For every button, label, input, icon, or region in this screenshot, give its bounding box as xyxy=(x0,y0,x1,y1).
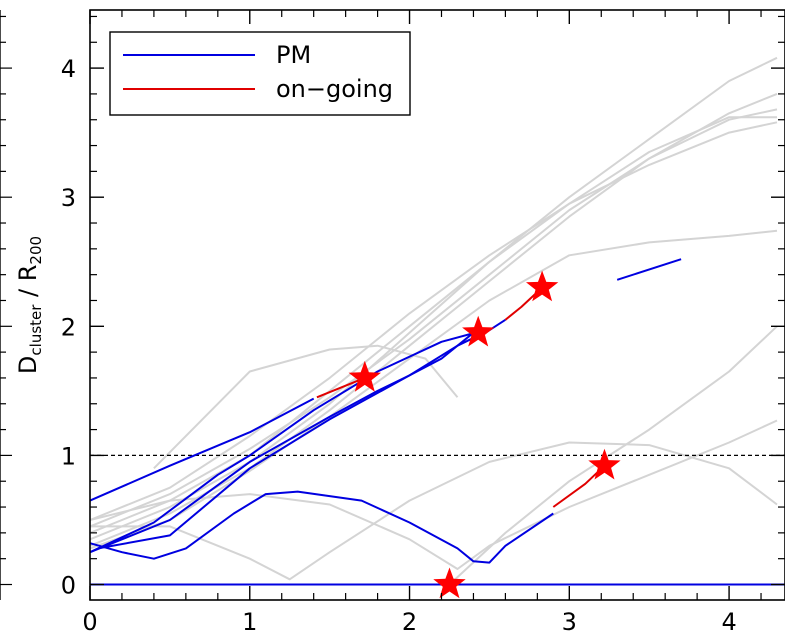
y-label-main: D xyxy=(14,356,42,374)
legend: PM on−going xyxy=(109,31,411,116)
background-track-0 xyxy=(89,92,778,528)
star-marker-3 xyxy=(588,448,621,480)
x-tick-label-3: 3 xyxy=(562,608,577,634)
star-marker-0 xyxy=(348,360,381,392)
y-tick-label-3: 3 xyxy=(61,184,76,212)
y-axis: 0 1 2 3 4 xyxy=(61,15,785,600)
y-label-denominator: R xyxy=(14,265,42,282)
pm-track-6 xyxy=(616,258,682,281)
background-track-4 xyxy=(89,116,777,534)
background-track-3 xyxy=(89,121,778,521)
x-tick-label-4: 4 xyxy=(721,608,736,634)
background-tracks xyxy=(89,56,778,586)
y-tick-label-4: 4 xyxy=(61,55,76,83)
star-marker-2 xyxy=(526,270,559,302)
y-tick-label-2: 2 xyxy=(61,313,76,341)
ongoing-track-0 xyxy=(316,376,366,399)
background-track-7 xyxy=(89,419,778,570)
x-axis: 0 1 2 3 4 xyxy=(82,10,762,634)
plot-frame xyxy=(89,9,785,601)
pm-track-1 xyxy=(89,332,475,554)
background-track-1 xyxy=(89,56,778,541)
x-tick-label-0: 0 xyxy=(82,608,97,634)
pm-track-2 xyxy=(97,318,506,550)
y-label-separator: / xyxy=(14,281,42,304)
y-axis-label: Dcluster / R200 xyxy=(14,236,45,374)
y-label-denominator-sub: 200 xyxy=(27,236,45,265)
x-tick-label-2: 2 xyxy=(402,608,417,634)
background-track-6 xyxy=(90,441,778,581)
legend-label-ongoing: on−going xyxy=(276,75,393,103)
pm-track-3 xyxy=(89,490,554,564)
pm-track-0 xyxy=(89,397,315,502)
x-tick-label-1: 1 xyxy=(242,608,257,634)
star-marker-4 xyxy=(433,567,466,599)
y-tick-label-0: 0 xyxy=(61,572,76,600)
y-tick-label-1: 1 xyxy=(61,442,76,470)
background-track-9 xyxy=(153,344,459,470)
background-track-5 xyxy=(89,229,778,550)
svg-text:Dcluster / R200: Dcluster / R200 xyxy=(14,236,45,374)
legend-label-pm: PM xyxy=(276,41,311,69)
star-marker-1 xyxy=(462,315,495,347)
legend-box xyxy=(109,31,411,116)
star-markers xyxy=(348,270,621,599)
pm-track-4 xyxy=(89,327,490,554)
left-edge-ruler-ticks xyxy=(0,15,12,586)
pm-tracks xyxy=(89,258,785,586)
y-label-main-sub: cluster xyxy=(27,304,45,356)
